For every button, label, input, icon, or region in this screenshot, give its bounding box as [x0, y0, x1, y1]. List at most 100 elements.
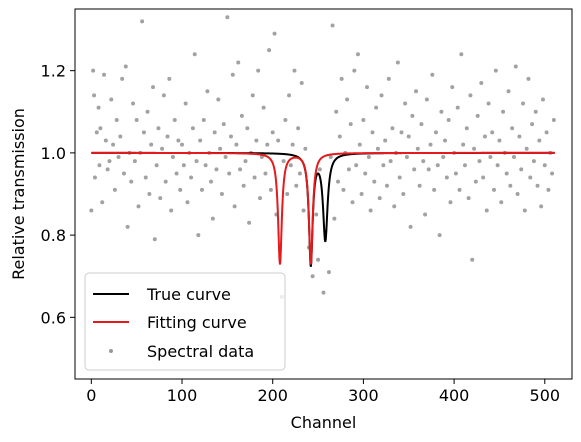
data-point: [272, 31, 277, 36]
data-point: [132, 159, 137, 164]
data-point: [517, 134, 522, 139]
data-point: [363, 171, 368, 176]
x-tick-label: 300: [348, 386, 379, 405]
data-point: [290, 142, 295, 147]
y-tick-label: 1.2: [41, 62, 66, 81]
data-point: [114, 118, 119, 122]
data-point: [283, 118, 288, 122]
data-point: [381, 163, 386, 168]
data-point: [392, 204, 397, 209]
legend-fitting-curve-label: Fitting curve: [147, 313, 247, 332]
data-point: [350, 200, 355, 205]
data-point: [261, 105, 266, 110]
data-point: [486, 101, 491, 106]
data-point: [390, 126, 395, 131]
data-point: [120, 76, 125, 81]
data-point: [332, 216, 337, 221]
data-point: [473, 179, 478, 184]
data-point: [241, 183, 246, 188]
data-point: [511, 155, 516, 159]
y-tick-label: 0.8: [41, 226, 66, 245]
data-point: [176, 138, 181, 143]
data-point: [414, 89, 419, 94]
data-point: [205, 89, 210, 94]
data-point: [524, 146, 529, 151]
data-point: [210, 216, 215, 221]
data-point: [254, 138, 259, 143]
data-point: [542, 163, 547, 168]
data-point: [388, 159, 393, 164]
data-point: [321, 290, 326, 295]
y-axis: 0.6 0.8 1.0 1.2: [41, 62, 75, 327]
data-point: [250, 93, 255, 98]
data-point: [181, 163, 186, 168]
data-point: [192, 52, 197, 57]
data-point: [515, 192, 520, 196]
data-point: [118, 134, 123, 139]
data-point: [446, 118, 451, 122]
data-point: [236, 60, 241, 65]
x-tick-label: 500: [530, 386, 561, 405]
data-point: [408, 224, 413, 229]
data-point: [219, 192, 224, 196]
data-point: [424, 97, 429, 102]
data-point: [375, 146, 380, 151]
data-point: [417, 183, 422, 188]
data-point: [528, 175, 533, 180]
data-point: [482, 134, 487, 139]
data-point: [160, 146, 165, 151]
data-point: [401, 192, 406, 196]
data-point: [152, 237, 157, 242]
data-point: [301, 208, 306, 213]
data-point: [477, 159, 482, 164]
data-point: [103, 138, 108, 143]
data-point: [348, 122, 353, 127]
data-point: [107, 159, 112, 164]
data-point: [551, 118, 556, 122]
x-axis-label: Channel: [291, 413, 357, 432]
data-point: [464, 126, 469, 131]
data-point: [252, 175, 257, 180]
data-point: [263, 171, 268, 176]
data-point: [406, 134, 411, 139]
data-point: [441, 155, 446, 159]
data-point: [472, 146, 477, 151]
data-point: [243, 159, 248, 164]
data-point: [539, 204, 544, 209]
data-point: [546, 187, 551, 192]
data-point: [466, 196, 471, 201]
data-point: [92, 93, 97, 98]
data-point: [336, 179, 341, 184]
data-point: [285, 192, 290, 196]
data-point: [189, 175, 194, 180]
data-point: [372, 179, 377, 184]
data-point: [149, 142, 154, 147]
data-point: [453, 171, 458, 176]
data-point: [339, 76, 344, 81]
x-tick-label: 200: [257, 386, 288, 405]
data-point: [499, 200, 504, 205]
data-point: [267, 48, 272, 53]
data-point: [247, 220, 252, 225]
data-point: [530, 122, 535, 127]
data-point: [125, 224, 130, 229]
data-point: [136, 204, 141, 209]
data-point: [185, 200, 190, 205]
data-point: [423, 212, 428, 217]
data-point: [196, 233, 201, 238]
data-point: [519, 167, 524, 172]
data-point: [404, 155, 409, 159]
data-point: [399, 130, 404, 135]
data-point: [377, 196, 382, 201]
data-point: [361, 118, 366, 122]
data-point: [501, 109, 506, 114]
data-point: [488, 155, 493, 159]
data-point: [265, 142, 270, 147]
data-point: [281, 159, 286, 164]
data-point: [89, 208, 94, 213]
data-point: [299, 81, 304, 85]
data-point: [100, 200, 105, 205]
data-point: [287, 93, 292, 98]
data-point: [214, 167, 219, 172]
data-point: [212, 130, 217, 135]
